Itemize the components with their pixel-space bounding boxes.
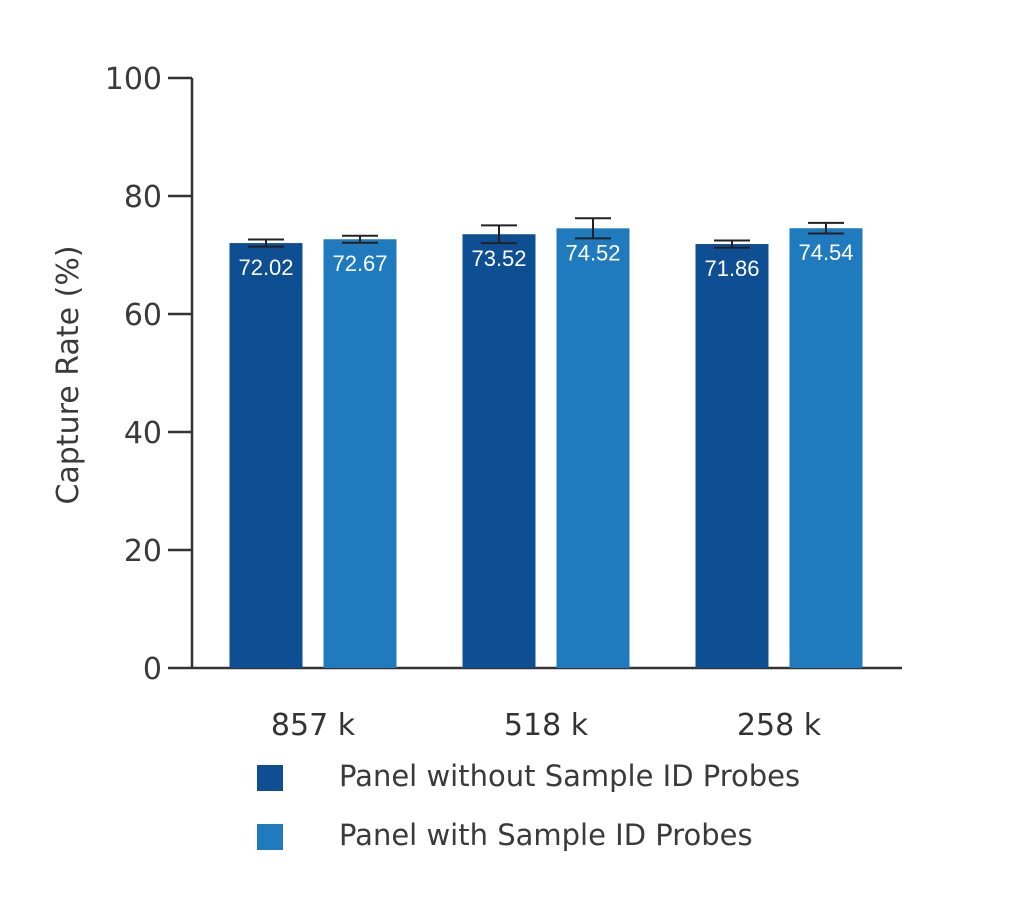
data-label: 73.52 (471, 246, 526, 271)
x-tick-label: 518 k (504, 708, 589, 743)
data-label: 71.86 (704, 256, 759, 281)
bar (323, 239, 397, 668)
data-label: 72.67 (332, 251, 387, 276)
legend-label-with-probes: Panel with Sample ID Probes (339, 818, 753, 852)
y-tick-label: 0 (143, 652, 162, 687)
bar-chart: 0 20 40 60 80 100 857 k 518 k 258 k 72.02 72.67 73… (51, 62, 902, 743)
bar (556, 228, 630, 668)
y-tick-label: 40 (124, 416, 162, 451)
y-tick-label: 60 (124, 298, 162, 333)
y-tick-label: 80 (124, 180, 162, 215)
x-tick-label: 857 k (271, 708, 356, 743)
bar (695, 244, 769, 668)
x-tick-label: 258 k (737, 708, 822, 743)
data-label: 72.02 (238, 255, 293, 280)
legend-swatch-with-probes (257, 824, 283, 850)
legend-label-without-probes: Panel without Sample ID Probes (339, 759, 801, 793)
bar (462, 234, 536, 668)
bar (789, 228, 863, 669)
y-tick-label: 100 (105, 62, 162, 97)
data-label: 74.54 (798, 240, 853, 265)
data-label: 74.52 (565, 240, 620, 265)
bar (229, 243, 303, 668)
y-axis-label: Capture Rate (%) (51, 245, 86, 504)
legend-swatch-without-probes (257, 765, 283, 791)
y-tick-label: 20 (124, 534, 162, 569)
